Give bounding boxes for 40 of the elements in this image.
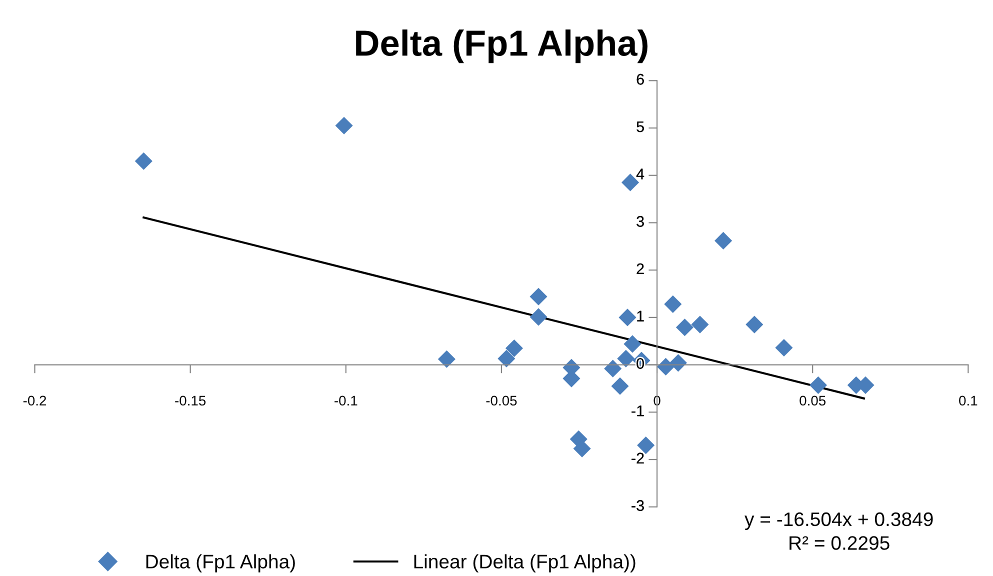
point <box>624 335 642 353</box>
point <box>775 338 793 357</box>
point <box>746 316 764 334</box>
point <box>134 152 152 170</box>
point <box>664 295 682 313</box>
x-tick-label: 0.1 <box>959 396 978 406</box>
y-tick-label: 1 <box>637 310 644 322</box>
y-tick-label: 3 <box>636 216 644 227</box>
x-tick-label: -0.1 <box>334 396 358 406</box>
point <box>618 308 636 326</box>
point <box>676 318 694 336</box>
y-tick-label: 2 <box>636 263 644 274</box>
point <box>809 376 827 394</box>
y-tick-label: -3 <box>632 500 644 511</box>
x-tick-label: -0.05 <box>486 396 517 406</box>
point <box>617 350 635 368</box>
y-tick-label: 5 <box>636 121 644 132</box>
point <box>714 232 732 250</box>
point <box>691 316 709 334</box>
y-tick-label: -1 <box>632 406 644 416</box>
point <box>505 339 524 358</box>
point <box>530 288 548 306</box>
y-tick-label: -2 <box>632 452 644 464</box>
x-tick-label: 0.05 <box>800 396 826 406</box>
point <box>604 360 622 378</box>
point <box>637 436 655 454</box>
x-tick-label: -0.2 <box>23 396 46 406</box>
point <box>611 377 629 395</box>
legend-label: Delta (Fp1 Alpha) <box>146 554 295 572</box>
point <box>530 308 548 326</box>
y-tick-label: 6 <box>636 74 644 85</box>
point <box>335 116 353 134</box>
legend-label: Linear (Delta (Fp1 Alpha)) <box>414 554 636 572</box>
y-tick-label: 0 <box>636 358 644 369</box>
y-tick-label: 4 <box>636 168 644 180</box>
point <box>438 350 456 368</box>
text: y = -16.504x + 0.3849 R² = 0.2295 <box>744 512 933 550</box>
x-tick-label: -0.15 <box>175 396 206 406</box>
chart-title: Delta (Fp1 Alpha) <box>356 29 648 64</box>
point <box>498 350 516 368</box>
